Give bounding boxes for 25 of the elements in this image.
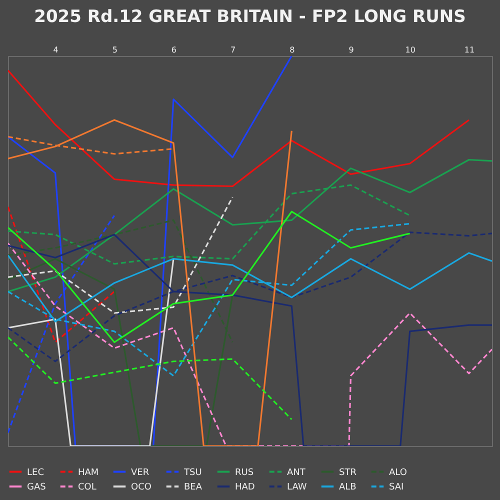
legend-label: RUS: [235, 468, 254, 478]
x-tick-label: 10: [405, 46, 416, 54]
x-tick-label: 8: [290, 46, 295, 54]
legend-label: OCO: [131, 482, 152, 492]
x-tick-label: 7: [230, 46, 236, 54]
chart-title: 2025 Rd.12 GREAT BRITAIN - FP2 LONG RUNS: [34, 7, 466, 27]
legend-label: LEC: [27, 468, 44, 478]
legend-label: ALO: [389, 468, 407, 478]
x-tick-label: 11: [464, 46, 475, 54]
legend-label: ALB: [339, 482, 356, 492]
legend-label: GAS: [27, 482, 46, 492]
x-tick-label: 9: [348, 46, 354, 54]
legend-label: SAI: [389, 482, 404, 492]
legend-label: VER: [131, 468, 150, 478]
x-tick-label: 4: [53, 46, 58, 54]
legend-label: HAD: [235, 482, 255, 492]
legend-label: TSU: [183, 468, 202, 478]
legend-label: LAW: [287, 482, 307, 492]
legend-label: BEA: [184, 482, 203, 492]
x-tick-label: 6: [171, 46, 177, 54]
legend-label: STR: [339, 468, 356, 478]
legend-label: HAM: [78, 468, 99, 478]
legend-label: COL: [78, 482, 96, 492]
legend-label: ANT: [287, 468, 306, 478]
x-tick-label: 5: [112, 46, 118, 54]
